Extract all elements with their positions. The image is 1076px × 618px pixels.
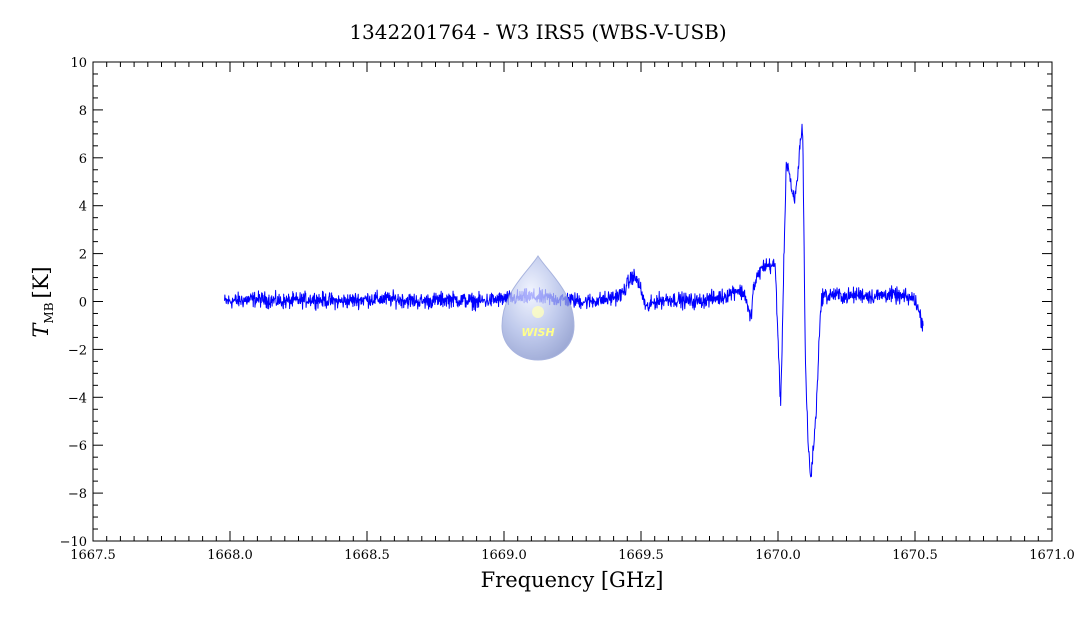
chart-title: 1342201764 - W3 IRS5 (WBS-V-USB) xyxy=(349,20,726,44)
y-tick-label: −2 xyxy=(68,343,87,358)
y-tick-label: 0 xyxy=(79,296,87,311)
y-tick-label: −4 xyxy=(68,391,87,406)
x-tick-label: 1667.5 xyxy=(70,548,116,563)
y-tick-label: 4 xyxy=(79,200,87,215)
y-axis-title-symbol: T xyxy=(29,322,53,338)
y-tick-label: −10 xyxy=(60,535,87,550)
y-tick-label: 8 xyxy=(79,104,87,119)
y-tick-label: 10 xyxy=(70,56,87,71)
y-tick-label: 6 xyxy=(79,152,87,167)
y-axis-title-unit: [K] xyxy=(29,266,53,298)
logo-text: WISH xyxy=(521,326,554,339)
y-tick-label: −8 xyxy=(68,487,87,502)
x-tick-label: 1670.5 xyxy=(892,548,938,563)
x-tick-label: 1670.0 xyxy=(755,548,801,563)
y-axis-title: TMB [K] xyxy=(29,266,56,337)
y-tick-label: −6 xyxy=(68,439,87,454)
tick-labels: 1667.5 1668.0 1668.5 1669.0 1669.5 1670.0 1670… xyxy=(60,56,1075,563)
wish-logo: WISH xyxy=(501,255,575,361)
y-axis-title-subscript: MB xyxy=(42,302,56,323)
x-tick-label: 1668.5 xyxy=(344,548,390,563)
x-tick-label: 1668.0 xyxy=(207,548,253,563)
series-group xyxy=(224,123,924,478)
y-tick-label: 2 xyxy=(79,248,87,263)
spectrum-line xyxy=(224,123,924,478)
x-tick-label: 1669.0 xyxy=(481,548,527,563)
x-axis-title: Frequency [GHz] xyxy=(481,568,664,592)
axis-ticks xyxy=(92,61,1053,542)
x-tick-label: 1671.0 xyxy=(1029,548,1075,563)
x-tick-label: 1669.5 xyxy=(618,548,664,563)
logo-star-glow xyxy=(532,306,544,318)
